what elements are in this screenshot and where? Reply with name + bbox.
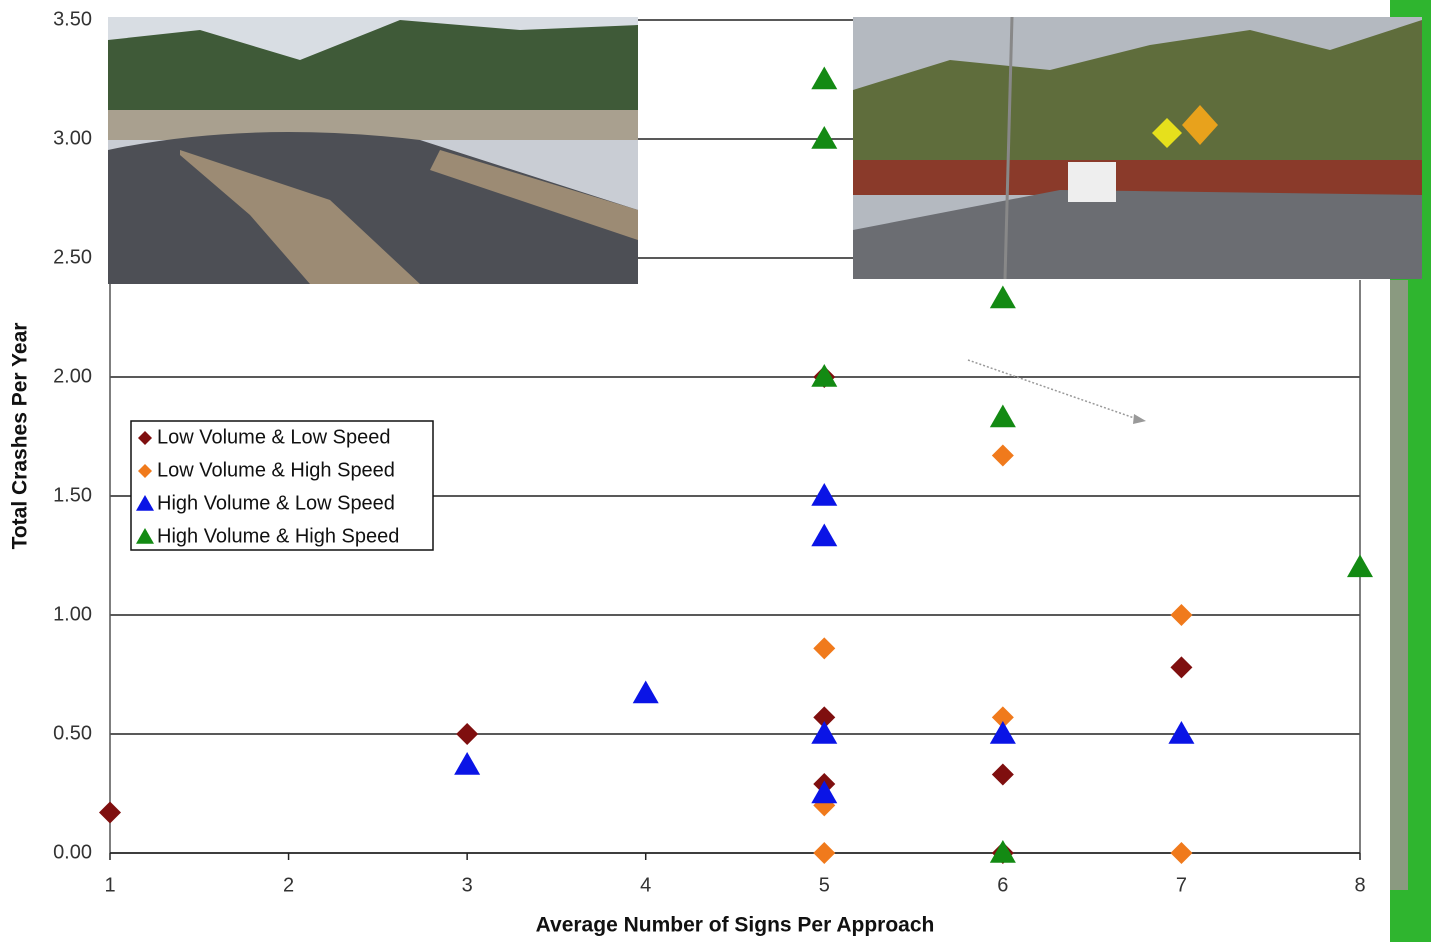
y-tick-label: 3.00 — [53, 127, 92, 149]
x-tick-label: 8 — [1354, 874, 1365, 896]
point — [632, 680, 659, 704]
x-tick-label: 6 — [997, 874, 1008, 896]
point — [811, 126, 838, 149]
legend-label: High Volume & Low Speed — [157, 492, 395, 514]
point — [811, 523, 838, 547]
point — [989, 840, 1016, 863]
marks — [99, 66, 1373, 864]
x-axis-label: Average Number of Signs Per Approach — [536, 914, 935, 937]
point — [1170, 656, 1193, 679]
photo-roundabout-2 — [853, 16, 1422, 280]
legend-label: High Volume & High Speed — [157, 525, 399, 547]
annotation-arrowhead — [1133, 414, 1146, 424]
x-tick-label: 4 — [640, 874, 651, 896]
point — [989, 721, 1016, 744]
point — [1170, 604, 1193, 626]
x-tick-label: 7 — [1176, 874, 1187, 896]
legend: Low Volume & Low Speed Low Volume & High … — [136, 426, 399, 547]
y-tick-label: 0.50 — [53, 722, 92, 744]
point — [811, 66, 838, 90]
x-tick-label: 3 — [462, 874, 473, 896]
legend-marker — [136, 528, 154, 544]
point — [991, 763, 1014, 786]
x-tick-label: 2 — [283, 874, 294, 896]
point — [1170, 842, 1193, 864]
point — [813, 842, 836, 864]
y-tick-label: 1.50 — [53, 484, 92, 506]
y-tick-label: 1.00 — [53, 603, 92, 625]
photo-roundabout-1 — [108, 17, 638, 284]
point — [989, 404, 1016, 428]
point — [991, 444, 1014, 467]
y-tick-label: 2.00 — [53, 365, 92, 387]
point — [811, 780, 838, 804]
point — [811, 483, 838, 506]
side-photo-edge — [1390, 280, 1408, 890]
point — [811, 721, 838, 744]
y-tick-label: 2.50 — [53, 246, 92, 268]
point — [454, 751, 481, 775]
point — [1168, 721, 1195, 744]
point — [456, 723, 479, 745]
y-tick-label: 3.50 — [53, 8, 92, 30]
legend-label: Low Volume & Low Speed — [157, 426, 391, 448]
legend-marker — [138, 464, 152, 478]
x-tick-label: 5 — [819, 874, 830, 896]
point — [991, 706, 1014, 729]
x-tick-label: 1 — [104, 874, 115, 896]
point — [989, 285, 1016, 309]
point — [99, 801, 121, 824]
legend-marker — [138, 431, 152, 445]
legend-marker — [136, 495, 154, 511]
legend-label: Low Volume & High Speed — [157, 459, 395, 481]
point — [1347, 554, 1373, 578]
legend-box — [130, 420, 434, 551]
annotation-arrow — [967, 359, 1141, 421]
point — [813, 706, 836, 729]
point — [811, 364, 838, 387]
y-axis-label: Total Crashes Per Year — [9, 323, 32, 550]
point — [813, 637, 836, 660]
y-tick-label: 0.00 — [53, 841, 92, 863]
